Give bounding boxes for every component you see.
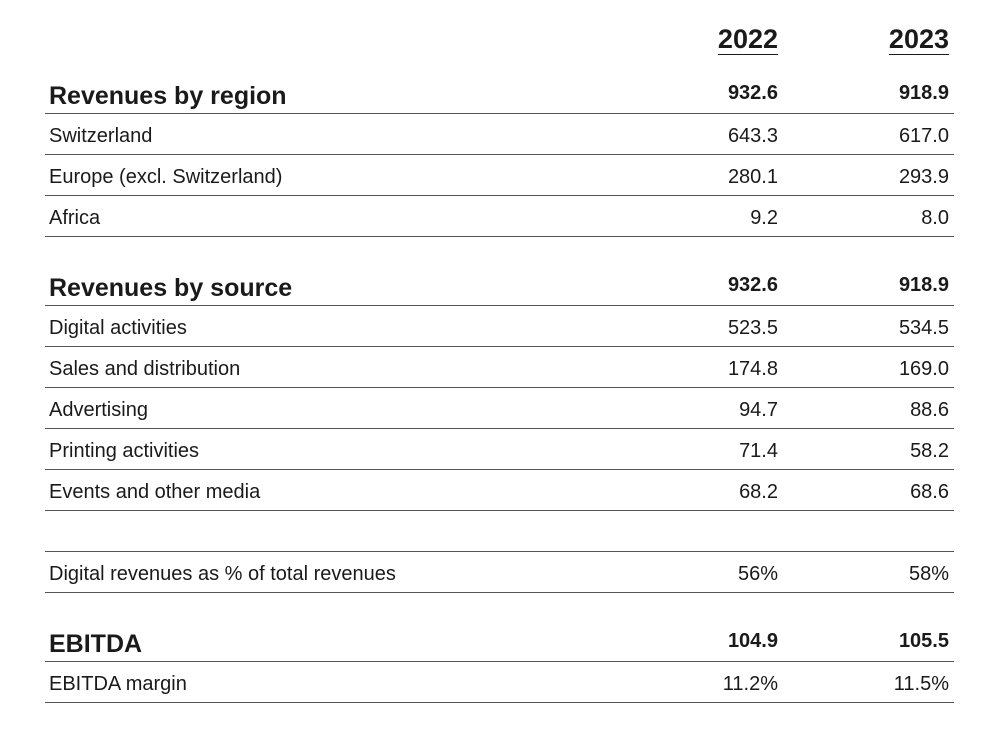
row-label: Switzerland	[49, 125, 153, 147]
row-value-2022: 643.3	[727, 125, 778, 147]
row-value-2022: 932.6	[727, 274, 778, 296]
table-row: Digital revenues as % of total revenues …	[45, 552, 954, 593]
table-row-empty	[45, 511, 954, 552]
row-label: Digital activities	[49, 317, 187, 339]
row-label: Digital revenues as % of total revenues	[49, 563, 396, 585]
row-label: EBITDA margin	[49, 673, 187, 695]
row-value-2022: 56%	[737, 563, 778, 585]
table-row: Digital activities 523.5 534.5	[45, 306, 954, 347]
row-value-2022: 280.1	[727, 166, 778, 188]
row-value-2023: 88.6	[910, 399, 949, 421]
row-value-2023: 293.9	[898, 166, 949, 188]
column-header-2023-label: 2023	[888, 24, 949, 55]
row-value-2022: 932.6	[727, 82, 778, 104]
row-label: Events and other media	[49, 481, 261, 503]
row-value-2022: 94.7	[739, 399, 778, 421]
row-label: Advertising	[49, 399, 148, 421]
row-label: Printing activities	[49, 440, 200, 462]
table-row: EBITDA margin 11.2% 11.5%	[45, 662, 954, 703]
section-row-revenues-by-source: Revenues by source 932.6 918.9	[45, 264, 954, 306]
row-value-2023: 918.9	[898, 82, 949, 104]
row-value-2022: 68.2	[739, 481, 778, 503]
row-value-2023: 534.5	[898, 317, 949, 339]
row-value-2022: 71.4	[739, 440, 778, 462]
row-value-2023: 918.9	[898, 274, 949, 296]
row-label: Africa	[49, 207, 101, 229]
table-row: Europe (excl. Switzerland) 280.1 293.9	[45, 155, 954, 196]
row-value-2022: 11.2%	[722, 673, 778, 695]
row-value-2023: 68.6	[910, 481, 949, 503]
row-value-2023: 105.5	[898, 630, 949, 652]
row-value-2023: 617.0	[898, 125, 949, 147]
section-row-ebitda: EBITDA 104.9 105.5	[45, 620, 954, 662]
table-row: Printing activities 71.4 58.2	[45, 429, 954, 470]
row-value-2023: 58%	[908, 563, 949, 585]
section-row-revenues-by-region: Revenues by region 932.6 918.9	[45, 72, 954, 114]
table-row: Events and other media 68.2 68.6	[45, 470, 954, 511]
row-value-2023: 169.0	[898, 358, 949, 380]
column-header-2022: 2022	[640, 24, 778, 58]
row-value-2022: 9.2	[750, 207, 778, 229]
row-value-2022: 174.8	[727, 358, 778, 380]
row-value-2023: 58.2	[910, 440, 949, 462]
row-value-2023: 11.5%	[893, 673, 949, 695]
table-row: Africa 9.2 8.0	[45, 196, 954, 237]
row-label: Sales and distribution	[49, 358, 241, 380]
row-label: Revenues by region	[49, 82, 287, 110]
table-row: Sales and distribution 174.8 169.0	[45, 347, 954, 388]
row-label: Europe (excl. Switzerland)	[49, 166, 283, 188]
column-header-2022-label: 2022	[717, 24, 778, 55]
row-value-2023: 8.0	[921, 207, 949, 229]
row-value-2022: 104.9	[727, 630, 778, 652]
table-row: Switzerland 643.3 617.0	[45, 114, 954, 155]
column-header-2023: 2023	[810, 24, 949, 58]
row-value-2022: 523.5	[727, 317, 778, 339]
table-row: Advertising 94.7 88.6	[45, 388, 954, 429]
row-label: EBITDA	[49, 630, 143, 658]
row-label: Revenues by source	[49, 274, 293, 302]
